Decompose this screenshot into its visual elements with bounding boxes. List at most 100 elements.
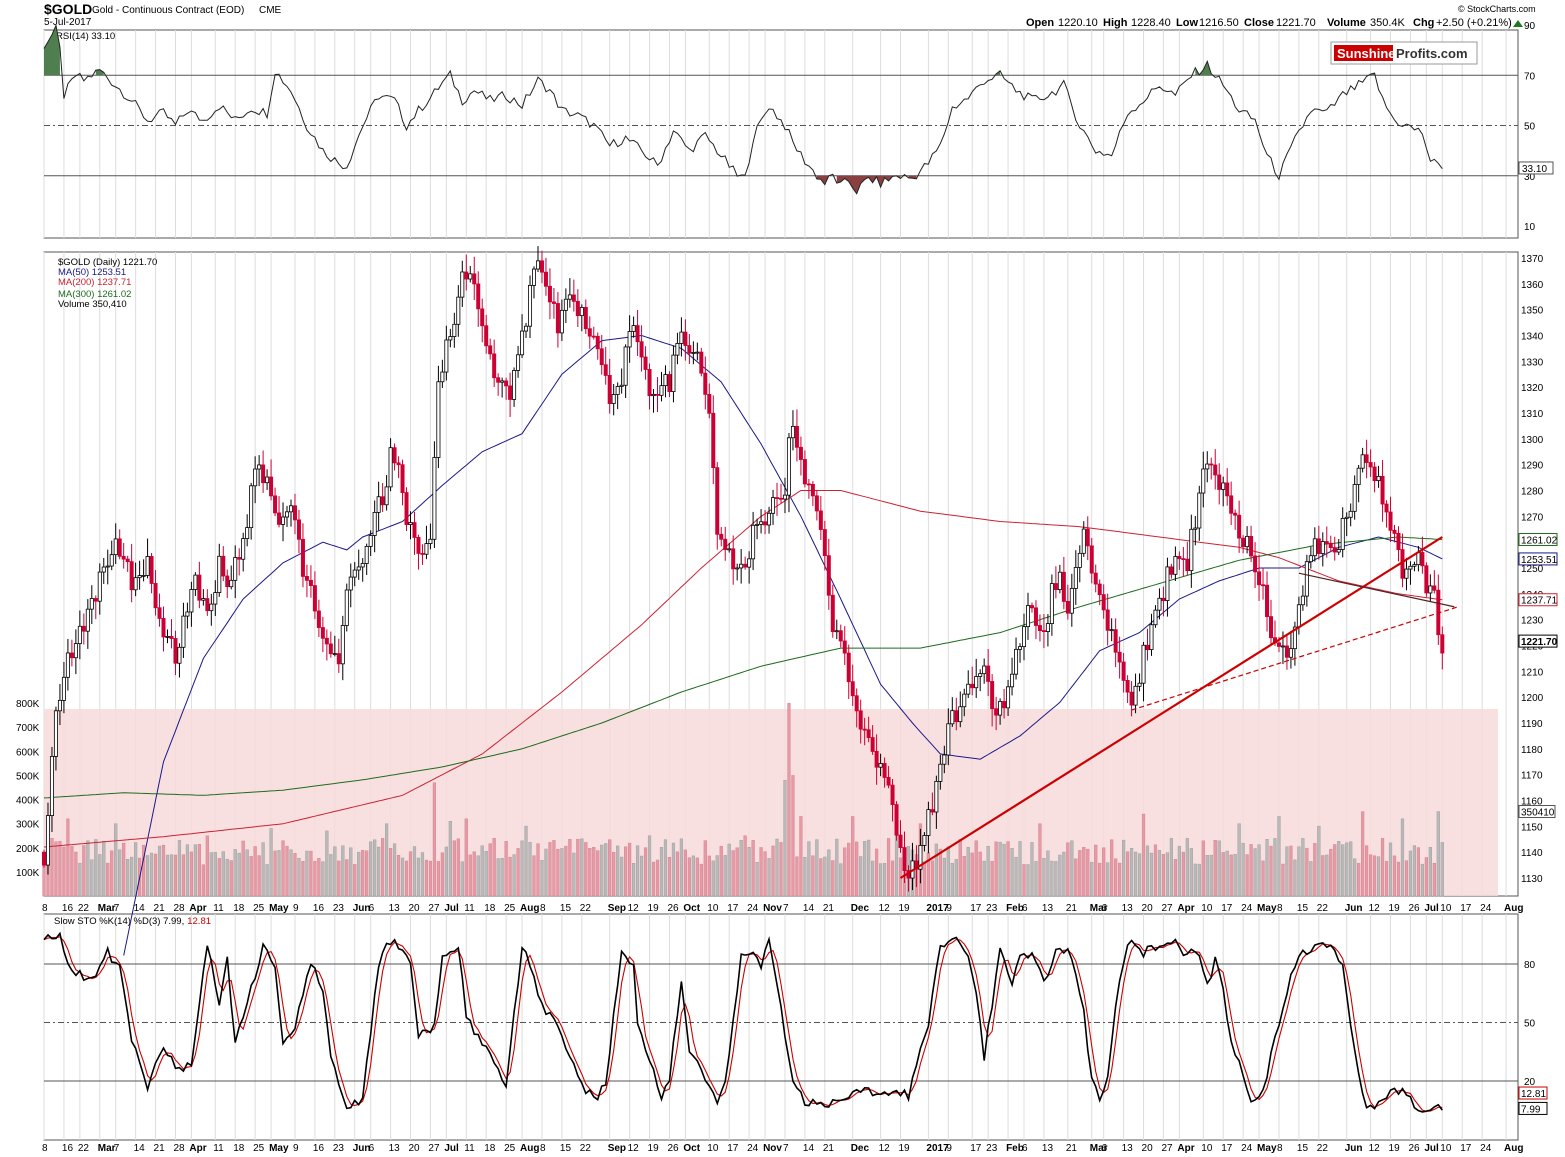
candle-body (651, 393, 656, 397)
volume-bar (333, 846, 337, 897)
low-label: Low (1176, 17, 1198, 29)
x-axis-label-bottom: Mar (98, 1143, 116, 1154)
x-axis-label-bottom: 8 (1277, 1143, 1283, 1154)
volume-bar (950, 862, 954, 897)
x-axis-label: 15 (560, 903, 572, 914)
volume-bar (1229, 854, 1233, 897)
rsi-overbought-fill (44, 25, 60, 76)
volume-bar (1253, 848, 1257, 897)
candle-body (420, 553, 425, 555)
volume-bar (890, 860, 895, 897)
candle-body (344, 589, 349, 626)
header-description: Gold - Continuous Contract (EOD) (92, 5, 244, 16)
volume-bar (1281, 863, 1285, 897)
candle-body (269, 476, 274, 497)
candle-body (1296, 604, 1301, 628)
volume-bar (532, 855, 536, 897)
candle-body (500, 380, 505, 383)
candle-body (1424, 565, 1429, 594)
candle-body (57, 699, 62, 712)
x-axis-label: 16 (62, 903, 74, 914)
candle-body (810, 483, 815, 497)
volume-bar (815, 839, 819, 897)
volume-bar (1369, 854, 1373, 897)
candle-body (189, 589, 194, 613)
volume-bar (1054, 861, 1058, 897)
x-axis-label: 21 (154, 903, 166, 914)
x-axis-label: 13 (1042, 903, 1054, 914)
dashed-support-line (1131, 606, 1459, 711)
candle-body (683, 331, 688, 346)
candle-body (559, 309, 564, 334)
candle-body (767, 512, 772, 526)
price-tick-label: 1210 (1521, 667, 1544, 678)
x-axis-label: 13 (1122, 903, 1134, 914)
candle-body (1157, 597, 1162, 611)
candle-body (217, 555, 222, 593)
x-axis-label-bottom: 22 (1317, 1143, 1329, 1154)
volume-bar (1289, 845, 1293, 897)
header-symbol: $GOLD (44, 1, 92, 17)
candle-body (575, 300, 580, 317)
volume-bar (819, 858, 823, 897)
volume-bar (1285, 846, 1289, 897)
x-axis-label: 17 (1221, 903, 1233, 914)
candle-body (1352, 484, 1357, 512)
candle-body (1340, 517, 1345, 550)
volume-bar (337, 860, 341, 897)
candle-body (563, 298, 568, 311)
x-axis-label-bottom: Mar (1090, 1143, 1108, 1154)
candle-body (1014, 648, 1019, 675)
volume-bar (94, 839, 98, 897)
candle-body (627, 331, 632, 348)
candle-body (376, 496, 381, 513)
x-axis-label-bottom: 12 (628, 1143, 640, 1154)
candle-body (328, 643, 333, 655)
volume-bar (970, 852, 974, 897)
candle-body (1189, 528, 1194, 572)
x-axis-label-bottom: 9 (293, 1143, 299, 1154)
x-axis-label: Sep (608, 903, 626, 914)
candle-body (1312, 538, 1317, 557)
volume-bar (1189, 848, 1193, 897)
volume-bar (165, 854, 170, 897)
x-axis-label-bottom: 7 (783, 1143, 789, 1154)
x-axis-label-bottom: 14 (803, 1143, 815, 1154)
candle-body (802, 459, 807, 485)
rsi-oversold-fill (836, 175, 901, 194)
volume-bar (205, 835, 209, 897)
candle-body (117, 538, 122, 557)
volume-bar (679, 838, 683, 897)
volume-bar (1018, 841, 1022, 897)
volume-bar (1137, 853, 1142, 897)
volume-bar (1376, 856, 1381, 897)
candle-body (727, 548, 732, 551)
volume-bar (1149, 852, 1154, 897)
candle-body (277, 512, 282, 525)
volume-bar (1309, 861, 1313, 897)
candle-body (751, 524, 756, 560)
candle-body (631, 325, 636, 332)
candle-body (452, 323, 457, 338)
candle-body (942, 754, 947, 765)
volume-bar (675, 851, 680, 897)
volume-bar (142, 844, 146, 897)
candle-body (675, 343, 680, 356)
volume-bar (715, 855, 719, 897)
volume-bar (727, 843, 731, 897)
candle-body (747, 558, 752, 568)
candle-body (109, 554, 114, 567)
volume-bar (297, 857, 301, 897)
candle-body (292, 505, 297, 521)
volume-bar (707, 855, 711, 897)
candle-body (1368, 462, 1373, 468)
volume-bar (990, 861, 994, 897)
volume-bar (1010, 848, 1014, 897)
x-axis-label: 22 (78, 903, 90, 914)
candle-body (257, 464, 262, 470)
candle-body (535, 260, 540, 270)
volume-bar (217, 858, 221, 897)
candle-body (958, 706, 963, 723)
volume-bar (691, 855, 695, 897)
candle-body (846, 652, 851, 683)
